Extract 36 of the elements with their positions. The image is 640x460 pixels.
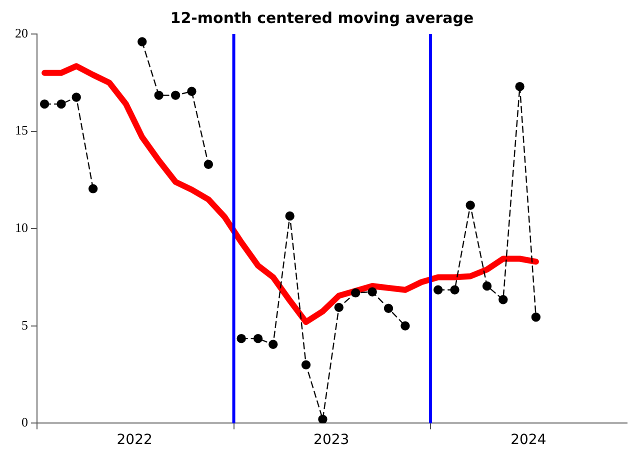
- point: [236, 334, 246, 344]
- y-tick-label: 0: [22, 414, 28, 430]
- y-tick-label: 15: [15, 122, 28, 138]
- x-tick-label: 2023: [314, 432, 350, 448]
- point: [531, 312, 541, 322]
- point: [482, 281, 492, 291]
- x-tick-label: 2024: [510, 432, 546, 448]
- point: [466, 200, 475, 210]
- point: [72, 92, 81, 102]
- chart-title: 12-month centered moving average: [170, 8, 474, 27]
- point: [204, 160, 214, 169]
- point: [301, 360, 311, 370]
- point: [334, 302, 344, 312]
- point: [268, 340, 278, 349]
- point: [154, 90, 164, 100]
- y-tick-label: 20: [15, 25, 28, 40]
- point: [253, 334, 263, 344]
- point: [351, 288, 360, 298]
- point: [400, 321, 410, 330]
- point: [40, 99, 50, 109]
- point: [498, 295, 508, 304]
- point: [138, 37, 147, 46]
- point: [515, 82, 524, 92]
- point: [384, 304, 394, 313]
- point: [88, 184, 98, 194]
- point: [368, 287, 377, 296]
- point: [170, 90, 180, 100]
- point: [433, 285, 443, 294]
- point: [318, 414, 328, 424]
- point: [450, 285, 460, 294]
- point: [187, 86, 196, 96]
- y-tick-label: 5: [22, 317, 28, 332]
- y-tick-label: 10: [15, 220, 28, 236]
- x-tick-label: 2022: [116, 432, 152, 448]
- point: [56, 99, 66, 109]
- point: [285, 211, 294, 221]
